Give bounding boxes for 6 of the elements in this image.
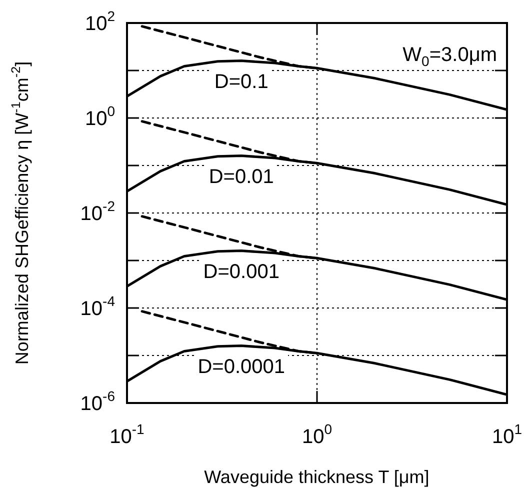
y-axis-title: Normalized SHGefficiency η [W-1cm-2] — [8, 61, 32, 365]
series-label: D=0.001 — [203, 260, 280, 283]
series-label: D=0.01 — [208, 166, 274, 188]
series-label: D=0.1 — [214, 70, 268, 93]
series-label: D=0.0001 — [198, 356, 286, 378]
x-axis-title: Waveguide thickness T [μm] — [204, 467, 430, 487]
